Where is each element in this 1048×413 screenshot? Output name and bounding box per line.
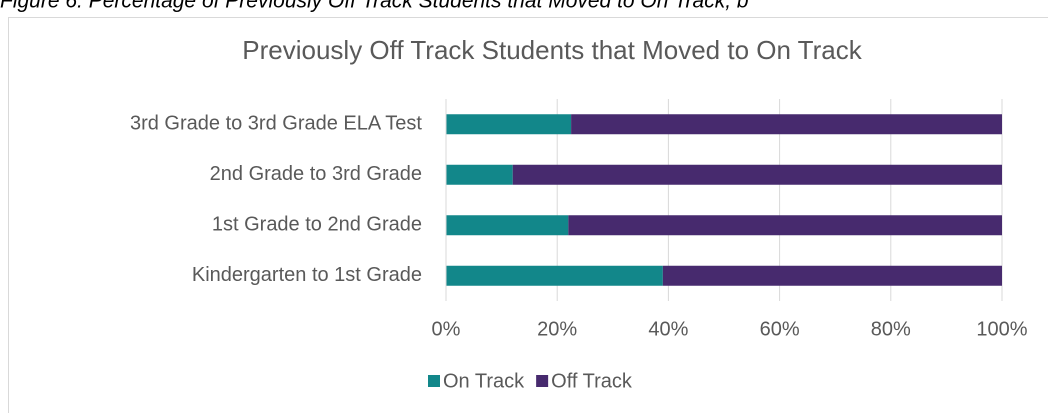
y-tick-label: Kindergarten to 1st Grade: [192, 264, 422, 286]
bar: [512, 164, 1002, 185]
bar: [446, 164, 513, 185]
x-tick-label: 20%: [537, 318, 577, 340]
bar: [446, 114, 572, 135]
bar: [446, 215, 569, 236]
bar: [446, 265, 663, 286]
chart-border: [8, 17, 1048, 413]
x-tick-label: 40%: [648, 318, 688, 340]
bar: [662, 265, 1002, 286]
legend-label: Off Track: [551, 370, 633, 392]
bar: [571, 114, 1002, 135]
bar: [568, 215, 1002, 236]
caption: Figure 6: Percentage of Previously Off T…: [0, 0, 749, 13]
legend-label: On Track: [443, 370, 525, 392]
x-tick-label: 60%: [760, 318, 800, 340]
legend-swatch: [428, 375, 440, 387]
x-tick-label: 0%: [432, 318, 461, 340]
y-tick-label: 1st Grade to 2nd Grade: [212, 214, 422, 236]
chart-title: Previously Off Track Students that Moved…: [242, 35, 862, 65]
legend-swatch: [536, 375, 549, 387]
y-tick-label: 2nd Grade to 3rd Grade: [210, 163, 422, 185]
x-tick-label: 100%: [976, 318, 1027, 340]
x-tick-label: 80%: [871, 318, 911, 340]
y-tick-label: 3rd Grade to 3rd Grade ELA Test: [130, 113, 422, 135]
